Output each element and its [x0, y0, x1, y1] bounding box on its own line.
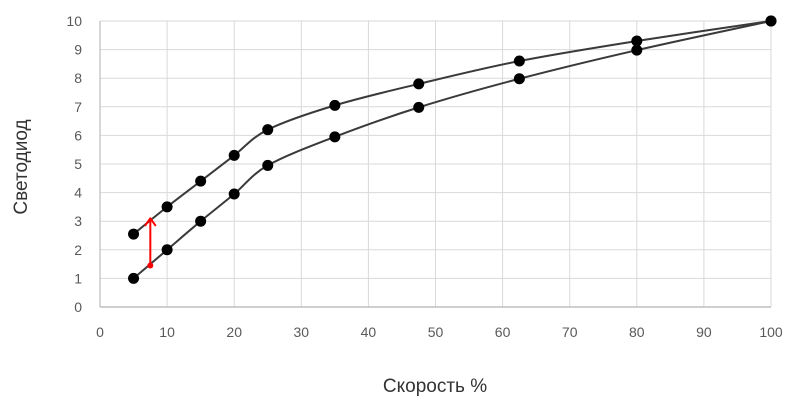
x-tick-label: 50: [428, 324, 444, 340]
x-tick-label: 90: [696, 324, 712, 340]
data-point: [765, 15, 777, 27]
data-point: [631, 44, 643, 56]
data-point: [413, 78, 425, 90]
annotation-layer: [144, 217, 157, 269]
y-tick-label: 9: [74, 42, 82, 58]
x-tick-label: 30: [294, 324, 310, 340]
y-tick-label: 1: [74, 270, 82, 286]
grid-layer: [99, 20, 772, 308]
data-point: [513, 55, 525, 67]
x-tick-label: 80: [629, 324, 645, 340]
y-tick-label: 5: [74, 156, 82, 172]
x-axis-title: Скорость %: [383, 376, 487, 397]
data-point: [262, 124, 274, 136]
data-point: [195, 175, 207, 187]
data-point: [631, 35, 643, 47]
y-tick-label: 7: [74, 99, 82, 115]
x-tick-label: 10: [159, 324, 175, 340]
data-point: [195, 215, 207, 227]
y-tick-label: 10: [66, 13, 82, 29]
series-line: [132, 20, 772, 236]
data-point: [228, 188, 240, 200]
series-line: [132, 20, 772, 280]
data-point: [128, 228, 140, 240]
y-tick-label: 8: [74, 70, 82, 86]
x-tick-label: 0: [96, 324, 104, 340]
data-point: [262, 159, 274, 171]
x-tick-label: 60: [495, 324, 511, 340]
data-point: [513, 73, 525, 85]
data-point: [329, 99, 341, 111]
annotation-arrow-head: [144, 217, 157, 227]
x-tick-label: 40: [361, 324, 377, 340]
y-tick-label: 6: [74, 127, 82, 143]
y-axis-title: Светодиод: [11, 119, 32, 214]
data-point: [329, 131, 341, 143]
data-point: [161, 244, 173, 256]
y-tick-label: 4: [74, 185, 82, 201]
data-point: [128, 272, 140, 284]
y-tick-label: 2: [74, 242, 82, 258]
x-tick-label: 70: [562, 324, 578, 340]
data-point: [228, 149, 240, 161]
y-tick-label: 0: [74, 299, 82, 315]
x-tick-label: 20: [226, 324, 242, 340]
y-tick-label: 3: [74, 213, 82, 229]
x-tick-label: 100: [759, 324, 783, 340]
tick-layer: 0 10 20 30 40 50 60 70 80 90 100 0 1 2 3 4 5 6 7 8 9 10: [66, 13, 782, 340]
annotation-arrow-tail: [147, 262, 154, 269]
data-point: [161, 201, 173, 213]
axis-layer: [99, 21, 771, 308]
data-point: [413, 101, 425, 113]
series-layer: [128, 15, 777, 284]
